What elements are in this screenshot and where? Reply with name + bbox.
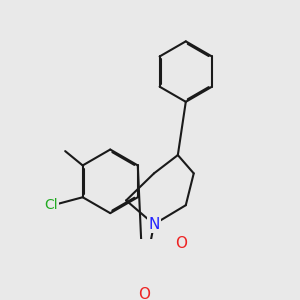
Text: N: N (148, 217, 160, 232)
Text: O: O (138, 287, 150, 300)
Text: O: O (175, 236, 187, 251)
Text: Cl: Cl (44, 198, 58, 212)
